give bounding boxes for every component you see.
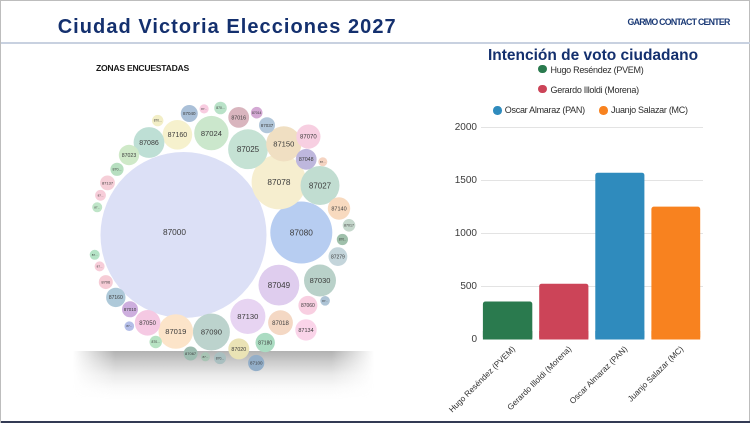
svg-text:870...: 870...	[154, 119, 162, 123]
svg-text:87024: 87024	[201, 129, 222, 138]
svg-text:87100: 87100	[250, 361, 263, 366]
svg-text:87150: 87150	[273, 140, 294, 149]
svg-text:87160: 87160	[109, 295, 123, 301]
svg-text:0: 0	[471, 334, 477, 345]
svg-text:87010: 87010	[124, 307, 137, 312]
svg-text:87130: 87130	[237, 312, 258, 321]
svg-text:870...: 870...	[216, 356, 225, 360]
svg-text:87037: 87037	[261, 123, 274, 128]
svg-text:87048: 87048	[299, 157, 314, 163]
svg-text:87134: 87134	[298, 328, 313, 334]
svg-text:870...: 870...	[216, 106, 225, 110]
svg-text:87090: 87090	[201, 328, 222, 337]
svg-text:870...: 870...	[151, 340, 160, 344]
svg-text:87025: 87025	[237, 145, 260, 154]
svg-text:87016: 87016	[231, 115, 246, 121]
svg-text:870..: 870..	[339, 238, 346, 242]
svg-text:Juanjo Salazar (MC): Juanjo Salazar (MC)	[626, 344, 685, 403]
svg-text:87067: 87067	[185, 351, 197, 356]
svg-text:87...: 87...	[320, 160, 326, 164]
svg-text:87014: 87014	[252, 111, 262, 115]
svg-text:8706: 8706	[101, 280, 111, 285]
svg-text:87...: 87...	[92, 253, 98, 257]
svg-text:1000: 1000	[455, 228, 478, 239]
svg-text:87020: 87020	[231, 347, 246, 353]
svg-text:87049: 87049	[268, 281, 291, 290]
svg-text:87080: 87080	[290, 227, 313, 237]
svg-text:87140: 87140	[331, 206, 346, 212]
svg-text:87...: 87...	[97, 264, 103, 268]
svg-text:87070: 87070	[300, 135, 317, 141]
svg-text:87050: 87050	[139, 321, 156, 327]
svg-text:87023: 87023	[122, 153, 137, 159]
svg-text:87279: 87279	[331, 254, 345, 260]
svg-text:87...: 87...	[202, 355, 208, 359]
svg-text:87...: 87...	[94, 205, 100, 209]
svg-text:87...: 87...	[98, 193, 104, 197]
svg-text:2000: 2000	[455, 122, 478, 133]
svg-text:87060: 87060	[301, 303, 315, 309]
svg-text:87137: 87137	[102, 180, 114, 185]
svg-text:87030: 87030	[310, 276, 331, 285]
svg-text:87160: 87160	[168, 132, 188, 139]
svg-text:Oscar Almaraz (PAN): Oscar Almaraz (PAN)	[568, 344, 629, 405]
svg-text:87027: 87027	[309, 181, 332, 190]
svg-text:87078: 87078	[267, 177, 290, 187]
svg-text:87017: 87017	[344, 224, 354, 228]
svg-text:87019: 87019	[165, 327, 186, 336]
svg-text:500: 500	[460, 281, 477, 292]
svg-text:87...: 87...	[201, 107, 207, 111]
svg-text:87018: 87018	[272, 321, 289, 327]
svg-text:87180: 87180	[258, 340, 272, 346]
svg-text:87...: 87...	[126, 324, 132, 328]
svg-text:870...: 870...	[113, 168, 122, 172]
svg-text:87086: 87086	[139, 140, 159, 147]
svg-text:87...: 87...	[322, 299, 328, 303]
svg-text:Gerardo Illoldi (Morena): Gerardo Illoldi (Morena)	[506, 344, 574, 412]
svg-text:1500: 1500	[455, 175, 478, 186]
svg-text:87000: 87000	[163, 227, 186, 237]
svg-text:87040: 87040	[183, 111, 196, 116]
